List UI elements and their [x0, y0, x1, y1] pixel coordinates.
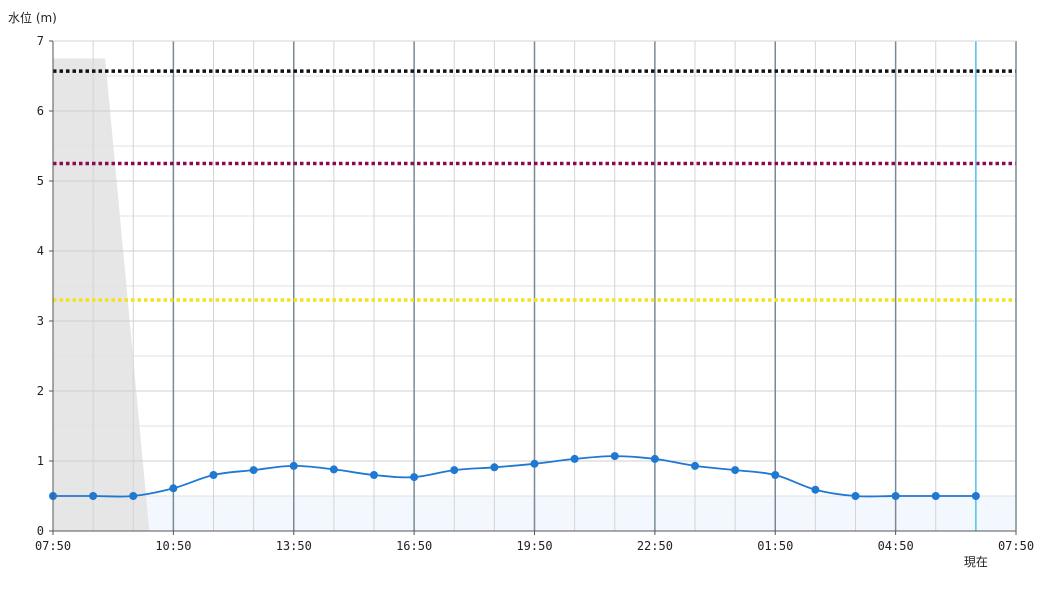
now-label: 現在: [964, 555, 988, 569]
shaded-area: [53, 58, 150, 531]
y-tick-label: 5: [37, 174, 44, 188]
data-point-15: [610, 452, 619, 461]
data-point-18: [731, 466, 740, 475]
data-point-3: [129, 492, 138, 500]
x-tick-label: 07:50: [998, 539, 1034, 553]
data-point-2: [89, 492, 98, 500]
data-point-22: [891, 492, 900, 500]
data-point-14: [570, 454, 579, 463]
x-tick-label: 01:50: [757, 539, 793, 553]
data-point-4: [169, 484, 178, 493]
y-tick-label: 7: [37, 34, 44, 48]
data-point-16: [650, 454, 659, 463]
data-point-13: [530, 459, 539, 468]
data-point-19: [771, 471, 780, 479]
data-point-7: [289, 461, 298, 470]
x-tick-label: 16:50: [396, 539, 432, 553]
data-point-9: [370, 471, 378, 479]
y-tick-label: 0: [37, 524, 44, 538]
data-point-5: [209, 471, 218, 479]
x-tick-label: 07:50: [35, 539, 71, 553]
data-point-23: [931, 492, 940, 500]
data-point-20: [811, 485, 820, 494]
data-point-11: [450, 466, 459, 475]
data-point-12: [490, 463, 499, 472]
y-tick-label: 4: [37, 244, 44, 258]
threshold-layer: [53, 69, 1016, 302]
data-point-6: [249, 466, 258, 475]
grid-layer: [53, 40, 1016, 532]
axes-layer: 0 1 2 3 4 5 6 7 07:50 10:50 13:50 16:50 19:50 22:50 01…: [35, 34, 1034, 553]
x-tick-label: 10:50: [155, 539, 191, 553]
data-point-24: [971, 492, 980, 500]
data-point-21: [851, 492, 860, 500]
y-tick-label: 6: [37, 104, 44, 118]
x-tick-label: 22:50: [637, 539, 673, 553]
y-tick-label: 3: [37, 314, 44, 328]
y-tick-label: 2: [37, 384, 44, 398]
data-point-17: [691, 461, 699, 470]
x-tick-label: 19:50: [516, 539, 552, 553]
data-point-10: [410, 473, 419, 482]
y-tick-label: 1: [37, 454, 44, 468]
series-layer: [49, 452, 980, 500]
y-axis-title: 水位 (m): [8, 10, 57, 25]
data-point-8: [329, 465, 338, 474]
x-tick-label: 13:50: [276, 539, 312, 553]
x-tick-label: 04:50: [878, 539, 914, 553]
shaded-area-layer: [53, 58, 150, 531]
series-line-1: [53, 455, 976, 498]
